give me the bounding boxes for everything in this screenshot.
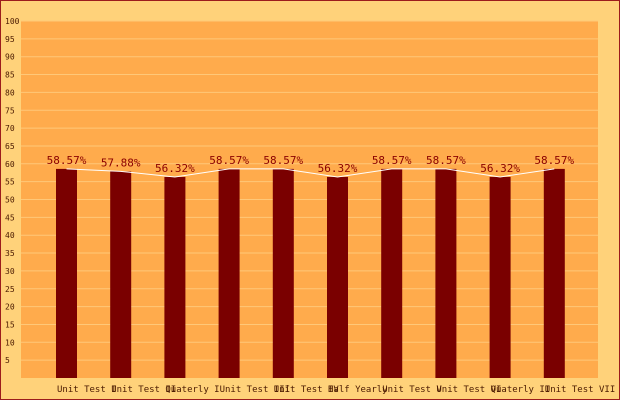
bar [110, 171, 132, 378]
data-label: 56.32% [480, 162, 520, 175]
trend-line [66, 168, 555, 178]
data-label: 56.32% [155, 162, 195, 175]
data-label: 58.57% [534, 154, 574, 167]
bar [218, 168, 240, 378]
y-tick-label: 35 [5, 249, 15, 258]
y-tick-label: 55 [5, 178, 15, 187]
y-tick-label: 70 [5, 124, 15, 133]
y-tick-label: 90 [5, 53, 15, 62]
data-label: 57.88% [101, 156, 141, 169]
y-tick-label: 20 [5, 303, 15, 312]
y-tick-label: 65 [5, 142, 15, 151]
x-category-label: Unit Test I [57, 385, 117, 395]
data-label: 58.57% [263, 154, 303, 167]
y-tick-label: 60 [5, 160, 15, 169]
bar [381, 168, 403, 378]
bar [272, 168, 294, 378]
x-category-label: Unit Test VI [436, 385, 501, 395]
y-tick-label: 25 [5, 285, 15, 294]
data-label: 56.32% [318, 162, 358, 175]
data-label: 58.57% [209, 154, 249, 167]
data-label: 58.57% [426, 154, 466, 167]
bar [164, 176, 186, 378]
y-tick-label: 45 [5, 213, 15, 222]
data-label: 58.57% [372, 154, 412, 167]
x-category-label: Half Yearly [328, 385, 388, 395]
x-category-label: Unit Test IV [274, 385, 340, 395]
y-tick-label: 80 [5, 88, 15, 97]
y-tick-label: 5 [5, 356, 10, 365]
x-category-label: Unit Test V [382, 385, 442, 395]
y-axis-ticks: 5 10 15 20 25 30 35 40 45 50 55 60 65 70 75 80 85 90 95 100 [5, 17, 20, 365]
x-category-label: Quaterly II [491, 385, 551, 395]
bar [435, 168, 457, 378]
data-label: 58.57% [47, 154, 87, 167]
x-category-label: Unit Test VII [545, 385, 615, 395]
y-tick-label: 10 [5, 338, 15, 347]
data-labels: 58.57% 57.88% 56.32% 58.57% 58.57% 56.32% 58.5… [47, 154, 575, 175]
bars [56, 168, 565, 378]
y-tick-label: 95 [5, 35, 15, 44]
bar [56, 168, 77, 378]
y-tick-label: 100 [5, 17, 20, 26]
y-tick-label: 50 [5, 196, 15, 205]
x-category-label: Quaterly I [165, 385, 219, 395]
x-category-label: Unit Test III [220, 385, 290, 395]
y-tick-label: 85 [5, 71, 15, 80]
bar [543, 168, 565, 378]
y-tick-label: 15 [5, 320, 15, 329]
bar [489, 176, 511, 378]
y-tick-label: 40 [5, 231, 15, 240]
y-tick-label: 75 [5, 106, 15, 115]
bar [327, 176, 348, 378]
y-tick-label: 30 [5, 267, 15, 276]
x-category-label: Unit Test II [111, 385, 176, 395]
